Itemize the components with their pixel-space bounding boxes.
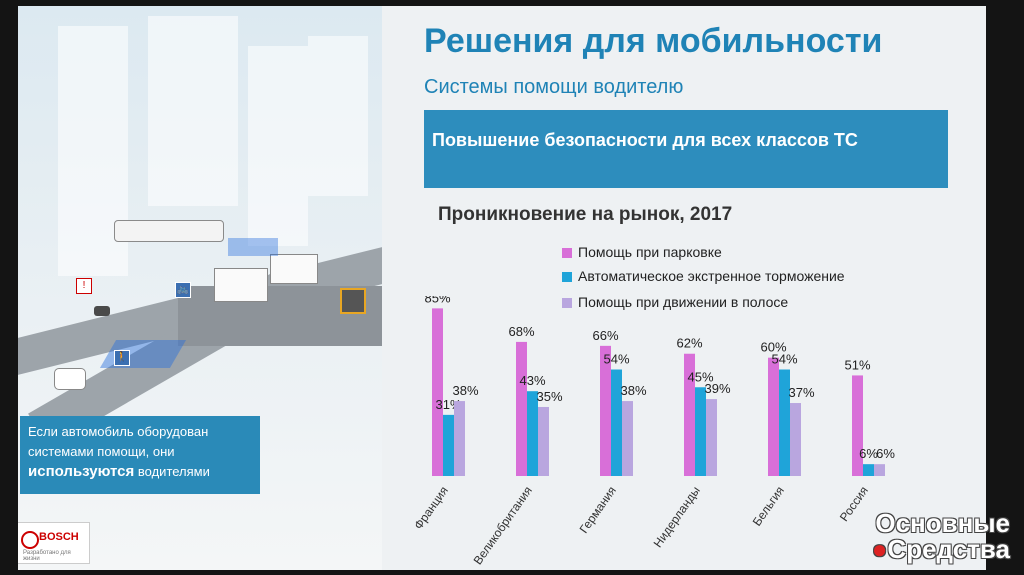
callout-box: Если автомобиль оборудован системами пом…: [20, 416, 260, 494]
data-label: 66%: [592, 328, 618, 343]
data-label: 60%: [760, 340, 786, 355]
legend-swatch: [562, 248, 572, 258]
legend-item-braking: Автоматическое экстренное торможение: [562, 268, 845, 284]
callout-line-2: системами помощи, они: [28, 444, 175, 459]
warning-sign-icon: !: [76, 278, 92, 294]
bosch-logo-icon: [21, 531, 39, 549]
building: [248, 46, 308, 246]
data-label: 39%: [704, 381, 730, 396]
data-label: 54%: [771, 352, 797, 367]
callout-line-3: используются водителями: [28, 462, 252, 482]
brand-slogan: Разработано для жизни: [23, 550, 71, 562]
data-label: 54%: [603, 352, 629, 367]
data-label: 62%: [676, 336, 702, 351]
callout-line-1: Если автомобиль оборудован: [28, 424, 209, 439]
data-label: 85%: [424, 296, 450, 305]
data-label: 6%: [876, 446, 895, 461]
bar-1-1: [432, 308, 443, 476]
bosch-brand: BOSCH Разработано для жизни: [18, 522, 90, 564]
data-label: 6%: [859, 446, 878, 461]
forklift-icon: [340, 288, 366, 314]
train-icon: [114, 220, 224, 242]
category-label: Германия: [577, 484, 619, 536]
data-label: 37%: [788, 385, 814, 400]
callout-line-3-rest: водителями: [134, 464, 210, 479]
category-label: Франция: [411, 484, 451, 532]
bar-2-5: [779, 369, 790, 476]
bar-3-6: [874, 464, 885, 476]
legend-label: Автоматическое экстренное торможение: [578, 268, 845, 284]
data-label: 45%: [687, 369, 713, 384]
legend-swatch: [562, 298, 572, 308]
truck-icon: [270, 254, 318, 284]
watermark: Основные ●Средства: [872, 510, 1010, 562]
projection-screen: 🚲 🚶 ! Если автомобиль оборудован система…: [18, 6, 986, 570]
brand-name: BOSCH: [39, 531, 79, 543]
category-label: Великобритания: [471, 484, 535, 566]
slide-title: Решения для мобильности: [424, 22, 883, 60]
watermark-line-2: ●Средства: [871, 534, 1010, 564]
bar-2-1: [443, 414, 454, 476]
legend-label: Помощь при движении в полосе: [578, 294, 789, 310]
illustration-panel: 🚲 🚶 ! Если автомобиль оборудован система…: [18, 6, 382, 570]
bar-2-6: [863, 464, 874, 476]
data-label: 43%: [519, 373, 545, 388]
bar-3-5: [790, 403, 801, 476]
building: [308, 36, 368, 196]
motorcycle-icon: [94, 306, 110, 316]
chart-title: Проникновение на рынок, 2017: [438, 204, 733, 225]
bar-1-4: [684, 353, 695, 476]
pedestrian-sign-icon: 🚶: [114, 350, 130, 366]
bar-3-2: [538, 406, 549, 476]
category-label: Нидерланды: [651, 484, 703, 550]
legend-label: Помощь при парковке: [578, 244, 722, 260]
bar-2-3: [611, 369, 622, 476]
bar-1-5: [768, 357, 779, 476]
building: [148, 16, 238, 206]
legend-item-parking: Помощь при парковке: [562, 244, 722, 260]
data-label: 38%: [452, 383, 478, 398]
car-icon: [54, 368, 86, 390]
bar-2-4: [695, 387, 706, 476]
truck-icon: [214, 268, 268, 302]
watermark-line-1: Основные: [875, 508, 1010, 538]
legend-item-lane: Помощь при движении в полосе: [562, 294, 788, 310]
data-label: 38%: [620, 383, 646, 398]
legend-swatch: [562, 272, 572, 282]
data-label: 51%: [844, 357, 870, 372]
category-label: Россия: [837, 484, 871, 524]
sensor-field-icon: [228, 238, 278, 256]
data-label: 35%: [536, 389, 562, 404]
category-label: Бельгия: [750, 484, 787, 529]
bar-1-2: [516, 341, 527, 476]
watermark-dot-icon: ●: [871, 534, 888, 564]
bar-1-6: [852, 375, 863, 476]
bar-2-2: [527, 391, 538, 476]
bicycle-sign-icon: 🚲: [175, 282, 191, 298]
slide-subtitle: Системы помощи водителю: [424, 76, 684, 98]
bar-3-1: [454, 401, 465, 476]
bar-1-3: [600, 345, 611, 476]
data-label: 68%: [508, 324, 534, 339]
market-penetration-chart: 85%31%38%Франция68%43%35%Великобритания6…: [411, 296, 895, 566]
banner: Повышение безопасности для всех классов …: [424, 110, 948, 188]
bar-3-4: [706, 399, 717, 476]
callout-emphasis: используются: [28, 463, 135, 480]
bar-3-3: [622, 401, 633, 476]
